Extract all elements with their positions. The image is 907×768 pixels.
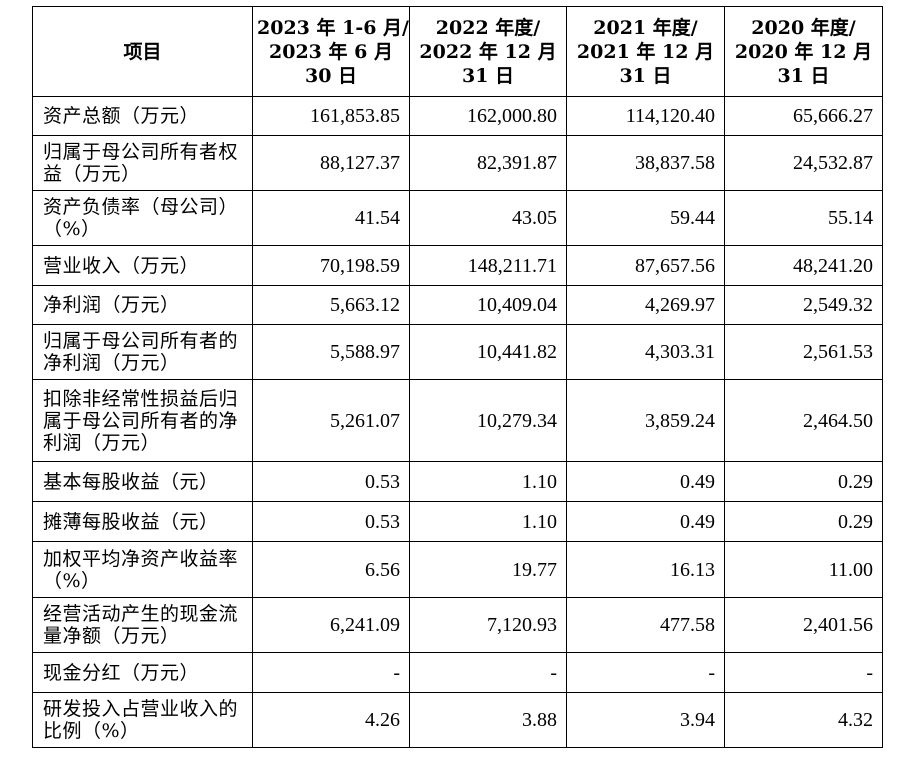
table-cell: - (724, 652, 883, 693)
header-line: 31 日 (619, 64, 672, 87)
table-cell: 87,657.56 (566, 245, 725, 286)
row-label: 摊薄每股收益（元） (32, 501, 253, 542)
table-cell: 3.88 (409, 692, 567, 748)
header-line: 2023 年 6 月 (269, 40, 393, 63)
table-cell: 6,241.09 (252, 597, 410, 653)
header-line: 2021 年 12 月 (576, 40, 715, 63)
table-cell: 0.49 (566, 501, 725, 542)
row-label: 经营活动产生的现金流量净额（万元） (32, 597, 253, 653)
table-cell: 161,853.85 (252, 96, 410, 136)
table-cell: 5,588.97 (252, 324, 410, 380)
table-cell: 11.00 (724, 541, 883, 598)
table-cell: 41.54 (252, 190, 410, 246)
table-cell: 7,120.93 (409, 597, 567, 653)
table-row: 摊薄每股收益（元） 0.53 1.10 0.49 0.29 (32, 501, 883, 542)
table-cell: 65,666.27 (724, 96, 883, 136)
row-label: 净利润（万元） (32, 285, 253, 325)
table-cell: 162,000.80 (409, 96, 567, 136)
header-period-2021: 2021 年度/ 2021 年 12 月 31 日 (566, 6, 725, 97)
header-period-2023h1: 2023 年 1-6 月/ 2023 年 6 月 30 日 (252, 6, 410, 97)
table-cell: 477.58 (566, 597, 725, 653)
table-cell: 2,401.56 (724, 597, 883, 653)
row-label: 营业收入（万元） (32, 245, 253, 286)
row-label: 资产总额（万元） (32, 96, 253, 136)
table-cell: 0.29 (724, 461, 883, 502)
table-cell: - (566, 652, 725, 693)
table-cell: 24,532.87 (724, 135, 883, 191)
header-line: 31 日 (461, 64, 515, 87)
table-cell: 0.53 (252, 461, 410, 502)
table-cell: 10,441.82 (409, 324, 567, 380)
table-cell: 82,391.87 (409, 135, 567, 191)
table-cell: 2,561.53 (724, 324, 883, 380)
table-row: 现金分红（万元） - - - - (32, 652, 883, 693)
table-cell: - (409, 652, 567, 693)
header-item: 项目 (32, 6, 253, 97)
table-cell: 0.29 (724, 501, 883, 542)
table-cell: 5,261.07 (252, 379, 410, 462)
table-row: 资产总额（万元） 161,853.85 162,000.80 114,120.4… (32, 96, 883, 136)
row-label: 研发投入占营业收入的比例（%） (32, 692, 253, 748)
row-label: 基本每股收益（元） (32, 461, 253, 502)
table-cell: 55.14 (724, 190, 883, 246)
row-label: 归属于母公司所有者权益（万元） (32, 135, 253, 191)
table-cell: 16.13 (566, 541, 725, 598)
table-row: 归属于母公司所有者权益（万元） 88,127.37 82,391.87 38,8… (32, 135, 883, 191)
table-row: 营业收入（万元） 70,198.59 148,211.71 87,657.56 … (32, 245, 883, 286)
table-row: 资产负债率（母公司）（%） 41.54 43.05 59.44 55.14 (32, 190, 883, 246)
table-cell: 38,837.58 (566, 135, 725, 191)
table-cell: 3.94 (566, 692, 725, 748)
table-cell: 3,859.24 (566, 379, 725, 462)
header-row: 项目 2023 年 1-6 月/ 2023 年 6 月 30 日 2022 年度… (32, 6, 883, 97)
header-period-2022: 2022 年度/ 2022 年 12 月 31 日 (409, 6, 567, 97)
table-cell: 48,241.20 (724, 245, 883, 286)
row-label: 扣除非经常性损益后归属于母公司所有者的净利润（万元） (32, 379, 253, 462)
table-cell: - (252, 652, 410, 693)
table-cell: 4.32 (724, 692, 883, 748)
table-cell: 5,663.12 (252, 285, 410, 325)
table-cell: 4.26 (252, 692, 410, 748)
table-cell: 148,211.71 (409, 245, 567, 286)
table-row: 研发投入占营业收入的比例（%） 4.26 3.88 3.94 4.32 (32, 692, 883, 748)
table-cell: 19.77 (409, 541, 567, 598)
table-row: 加权平均净资产收益率（%） 6.56 19.77 16.13 11.00 (32, 541, 883, 598)
table-row: 基本每股收益（元） 0.53 1.10 0.49 0.29 (32, 461, 883, 502)
table-cell: 1.10 (409, 461, 567, 502)
row-label: 资产负债率（母公司）（%） (32, 190, 253, 246)
header-line: 2023 年 1-6 月/ (257, 16, 409, 39)
table-row: 经营活动产生的现金流量净额（万元） 6,241.09 7,120.93 477.… (32, 597, 883, 653)
table-cell: 2,549.32 (724, 285, 883, 325)
table-cell: 4,269.97 (566, 285, 725, 325)
table-cell: 70,198.59 (252, 245, 410, 286)
row-label: 归属于母公司所有者的净利润（万元） (32, 324, 253, 380)
row-label: 现金分红（万元） (32, 652, 253, 693)
table-cell: 4,303.31 (566, 324, 725, 380)
table-row: 扣除非经常性损益后归属于母公司所有者的净利润（万元） 5,261.07 10,2… (32, 379, 883, 462)
table-cell: 43.05 (409, 190, 567, 246)
table-cell: 0.53 (252, 501, 410, 542)
header-period-2020: 2020 年度/ 2020 年 12 月 31 日 (724, 6, 883, 97)
table-cell: 0.49 (566, 461, 725, 502)
header-line: 2022 年度/ (435, 16, 541, 39)
table-row: 归属于母公司所有者的净利润（万元） 5,588.97 10,441.82 4,3… (32, 324, 883, 380)
table-cell: 1.10 (409, 501, 567, 542)
financial-data-table: 项目 2023 年 1-6 月/ 2023 年 6 月 30 日 2022 年度… (32, 6, 883, 748)
row-label: 加权平均净资产收益率（%） (32, 541, 253, 598)
table-cell: 59.44 (566, 190, 725, 246)
table-row: 净利润（万元） 5,663.12 10,409.04 4,269.97 2,54… (32, 285, 883, 325)
table-cell: 88,127.37 (252, 135, 410, 191)
header-line: 2020 年 12 月 (734, 40, 873, 63)
table-cell: 2,464.50 (724, 379, 883, 462)
header-line: 2022 年 12 月 (419, 40, 557, 63)
table-cell: 10,279.34 (409, 379, 567, 462)
table-cell: 10,409.04 (409, 285, 567, 325)
header-line: 30 日 (304, 64, 358, 87)
table-cell: 6.56 (252, 541, 410, 598)
header-line: 2021 年度/ (593, 16, 698, 39)
header-line: 31 日 (777, 64, 830, 87)
header-line: 2020 年度/ (751, 16, 856, 39)
table-cell: 114,120.40 (566, 96, 725, 136)
